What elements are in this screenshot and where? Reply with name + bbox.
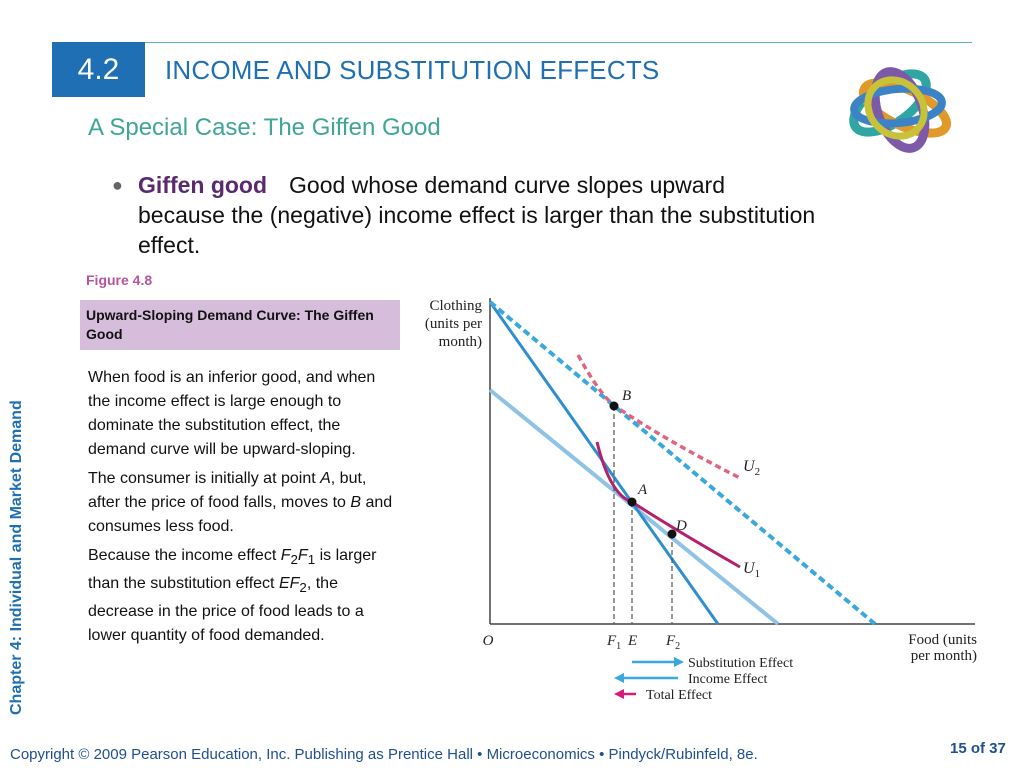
total-effect-label: Total Effect xyxy=(646,688,712,703)
description-paragraph-1: When food is an inferior good, and when … xyxy=(88,369,376,458)
u1-label: U1 xyxy=(743,560,760,580)
slide-title: INCOME AND SUBSTITUTION EFFECTS xyxy=(165,55,660,85)
point-b-label: B xyxy=(622,388,631,404)
point-d xyxy=(667,529,677,539)
bullet-icon: ● xyxy=(112,175,123,195)
page-number: 15 of 37 xyxy=(950,740,1006,757)
income-effect-arrow xyxy=(614,673,678,683)
substitution-effect-arrow xyxy=(632,657,684,667)
substitution-effect-label: Substitution Effect xyxy=(688,656,793,671)
y-axis-label-line3: month) xyxy=(439,334,482,350)
footer-copyright: Copyright © 2009 Pearson Education, Inc.… xyxy=(10,746,758,763)
tick-e: E xyxy=(627,633,637,649)
y-axis-label-line2: (units per xyxy=(425,316,482,332)
definition-text: Good whose demand curve slopes upward be… xyxy=(138,172,816,258)
tick-f2: F2 xyxy=(665,633,680,652)
x-axis-label-line1: Food (units xyxy=(908,632,977,648)
income-effect-label: Income Effect xyxy=(688,672,768,687)
chapter-sidebar-label: Chapter 4: Individual and Market Demand xyxy=(8,400,25,715)
description-paragraph-3: Because the income effect F2F1 is larger… xyxy=(88,547,377,645)
header-rule xyxy=(52,42,972,43)
total-effect-arrow xyxy=(614,689,636,699)
rings-logo-icon xyxy=(849,67,951,153)
slide-subtitle: A Special Case: The Giffen Good xyxy=(88,114,441,141)
figure-caption: Upward-Sloping Demand Curve: The Giffen … xyxy=(80,300,400,350)
point-d-label: D xyxy=(675,518,687,534)
point-a xyxy=(627,497,637,507)
definition-term: Giffen good xyxy=(138,172,268,198)
origin-label: O xyxy=(483,633,494,649)
description-paragraph-2: The consumer is initially at point A, bu… xyxy=(88,470,393,535)
y-axis-label-line1: Clothing xyxy=(429,298,482,314)
indifference-curve-u1 xyxy=(595,441,741,569)
figure-label: Figure 4.8 xyxy=(86,272,153,288)
giffen-good-diagram: Clothing (units per month) O U1 U2 B A D… xyxy=(425,298,977,703)
section-number-badge: 4.2 xyxy=(52,42,145,97)
point-b xyxy=(609,401,619,411)
indifference-curve-u2 xyxy=(576,354,741,480)
x-axis-label-line2: per month) xyxy=(911,648,977,664)
u2-label: U2 xyxy=(743,458,760,478)
point-a-label: A xyxy=(637,482,648,498)
figure-description: When food is an inferior good, and when … xyxy=(88,366,398,653)
new-budget-line xyxy=(488,300,877,626)
tick-f1: F1 xyxy=(606,633,621,652)
